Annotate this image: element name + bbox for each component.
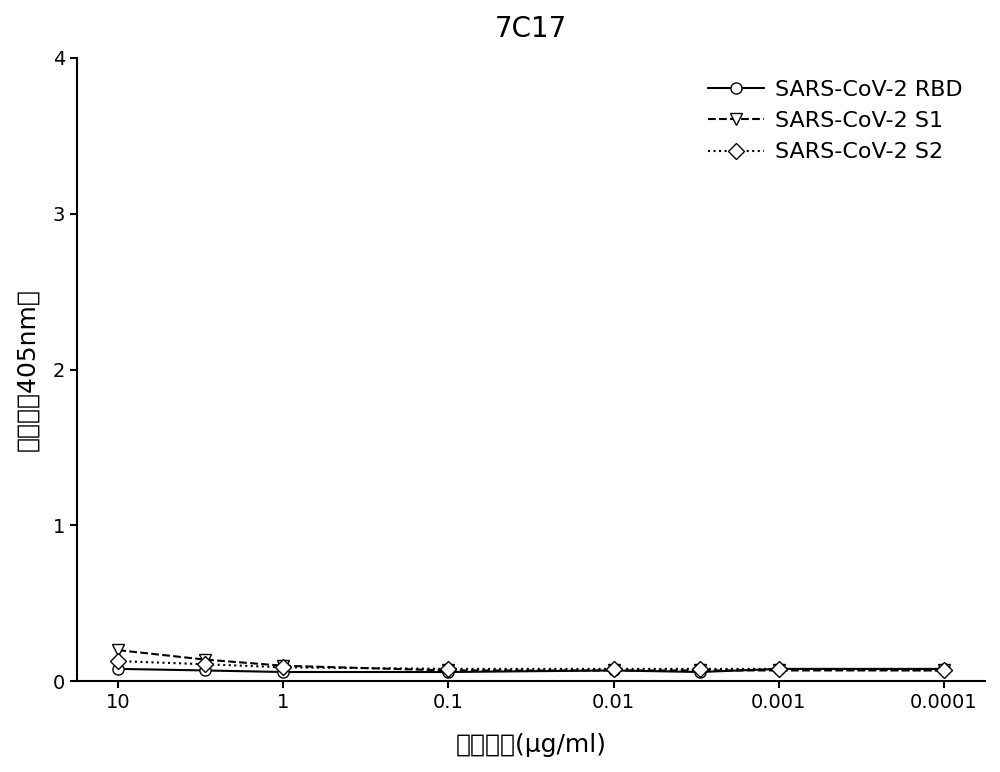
SARS-CoV-2 S1 [199, 655, 211, 664]
SARS-CoV-2 S1 [112, 645, 124, 655]
SARS-CoV-2 S2 [277, 662, 289, 672]
Line: SARS-CoV-2 S1: SARS-CoV-2 S1 [113, 645, 949, 676]
SARS-CoV-2 S1 [608, 665, 620, 675]
SARS-CoV-2 S2 [773, 664, 785, 673]
Title: 7C17: 7C17 [495, 15, 567, 43]
SARS-CoV-2 S2 [199, 659, 211, 669]
SARS-CoV-2 S1 [694, 665, 706, 675]
SARS-CoV-2 S2 [112, 656, 124, 665]
Y-axis label: 吸光度（405nm）: 吸光度（405nm） [15, 288, 39, 451]
SARS-CoV-2 S1 [773, 665, 785, 675]
X-axis label: 抗体浓度(μg/ml): 抗体浓度(μg/ml) [456, 733, 607, 757]
SARS-CoV-2 RBD [442, 667, 454, 676]
SARS-CoV-2 S2 [938, 665, 950, 675]
SARS-CoV-2 RBD [112, 664, 124, 673]
SARS-CoV-2 RBD [199, 665, 211, 675]
SARS-CoV-2 S2 [694, 664, 706, 673]
SARS-CoV-2 S1 [277, 661, 289, 670]
SARS-CoV-2 S2 [608, 664, 620, 673]
SARS-CoV-2 S1 [938, 665, 950, 675]
SARS-CoV-2 S1 [442, 665, 454, 675]
Line: SARS-CoV-2 S2: SARS-CoV-2 S2 [113, 655, 949, 676]
SARS-CoV-2 RBD [608, 665, 620, 675]
SARS-CoV-2 RBD [773, 664, 785, 673]
SARS-CoV-2 RBD [938, 664, 950, 673]
Legend: SARS-CoV-2 RBD, SARS-CoV-2 S1, SARS-CoV-2 S2: SARS-CoV-2 RBD, SARS-CoV-2 S1, SARS-CoV-… [697, 69, 974, 174]
Line: SARS-CoV-2 RBD: SARS-CoV-2 RBD [113, 663, 949, 678]
SARS-CoV-2 S2 [442, 664, 454, 673]
SARS-CoV-2 RBD [277, 667, 289, 676]
SARS-CoV-2 RBD [694, 667, 706, 676]
